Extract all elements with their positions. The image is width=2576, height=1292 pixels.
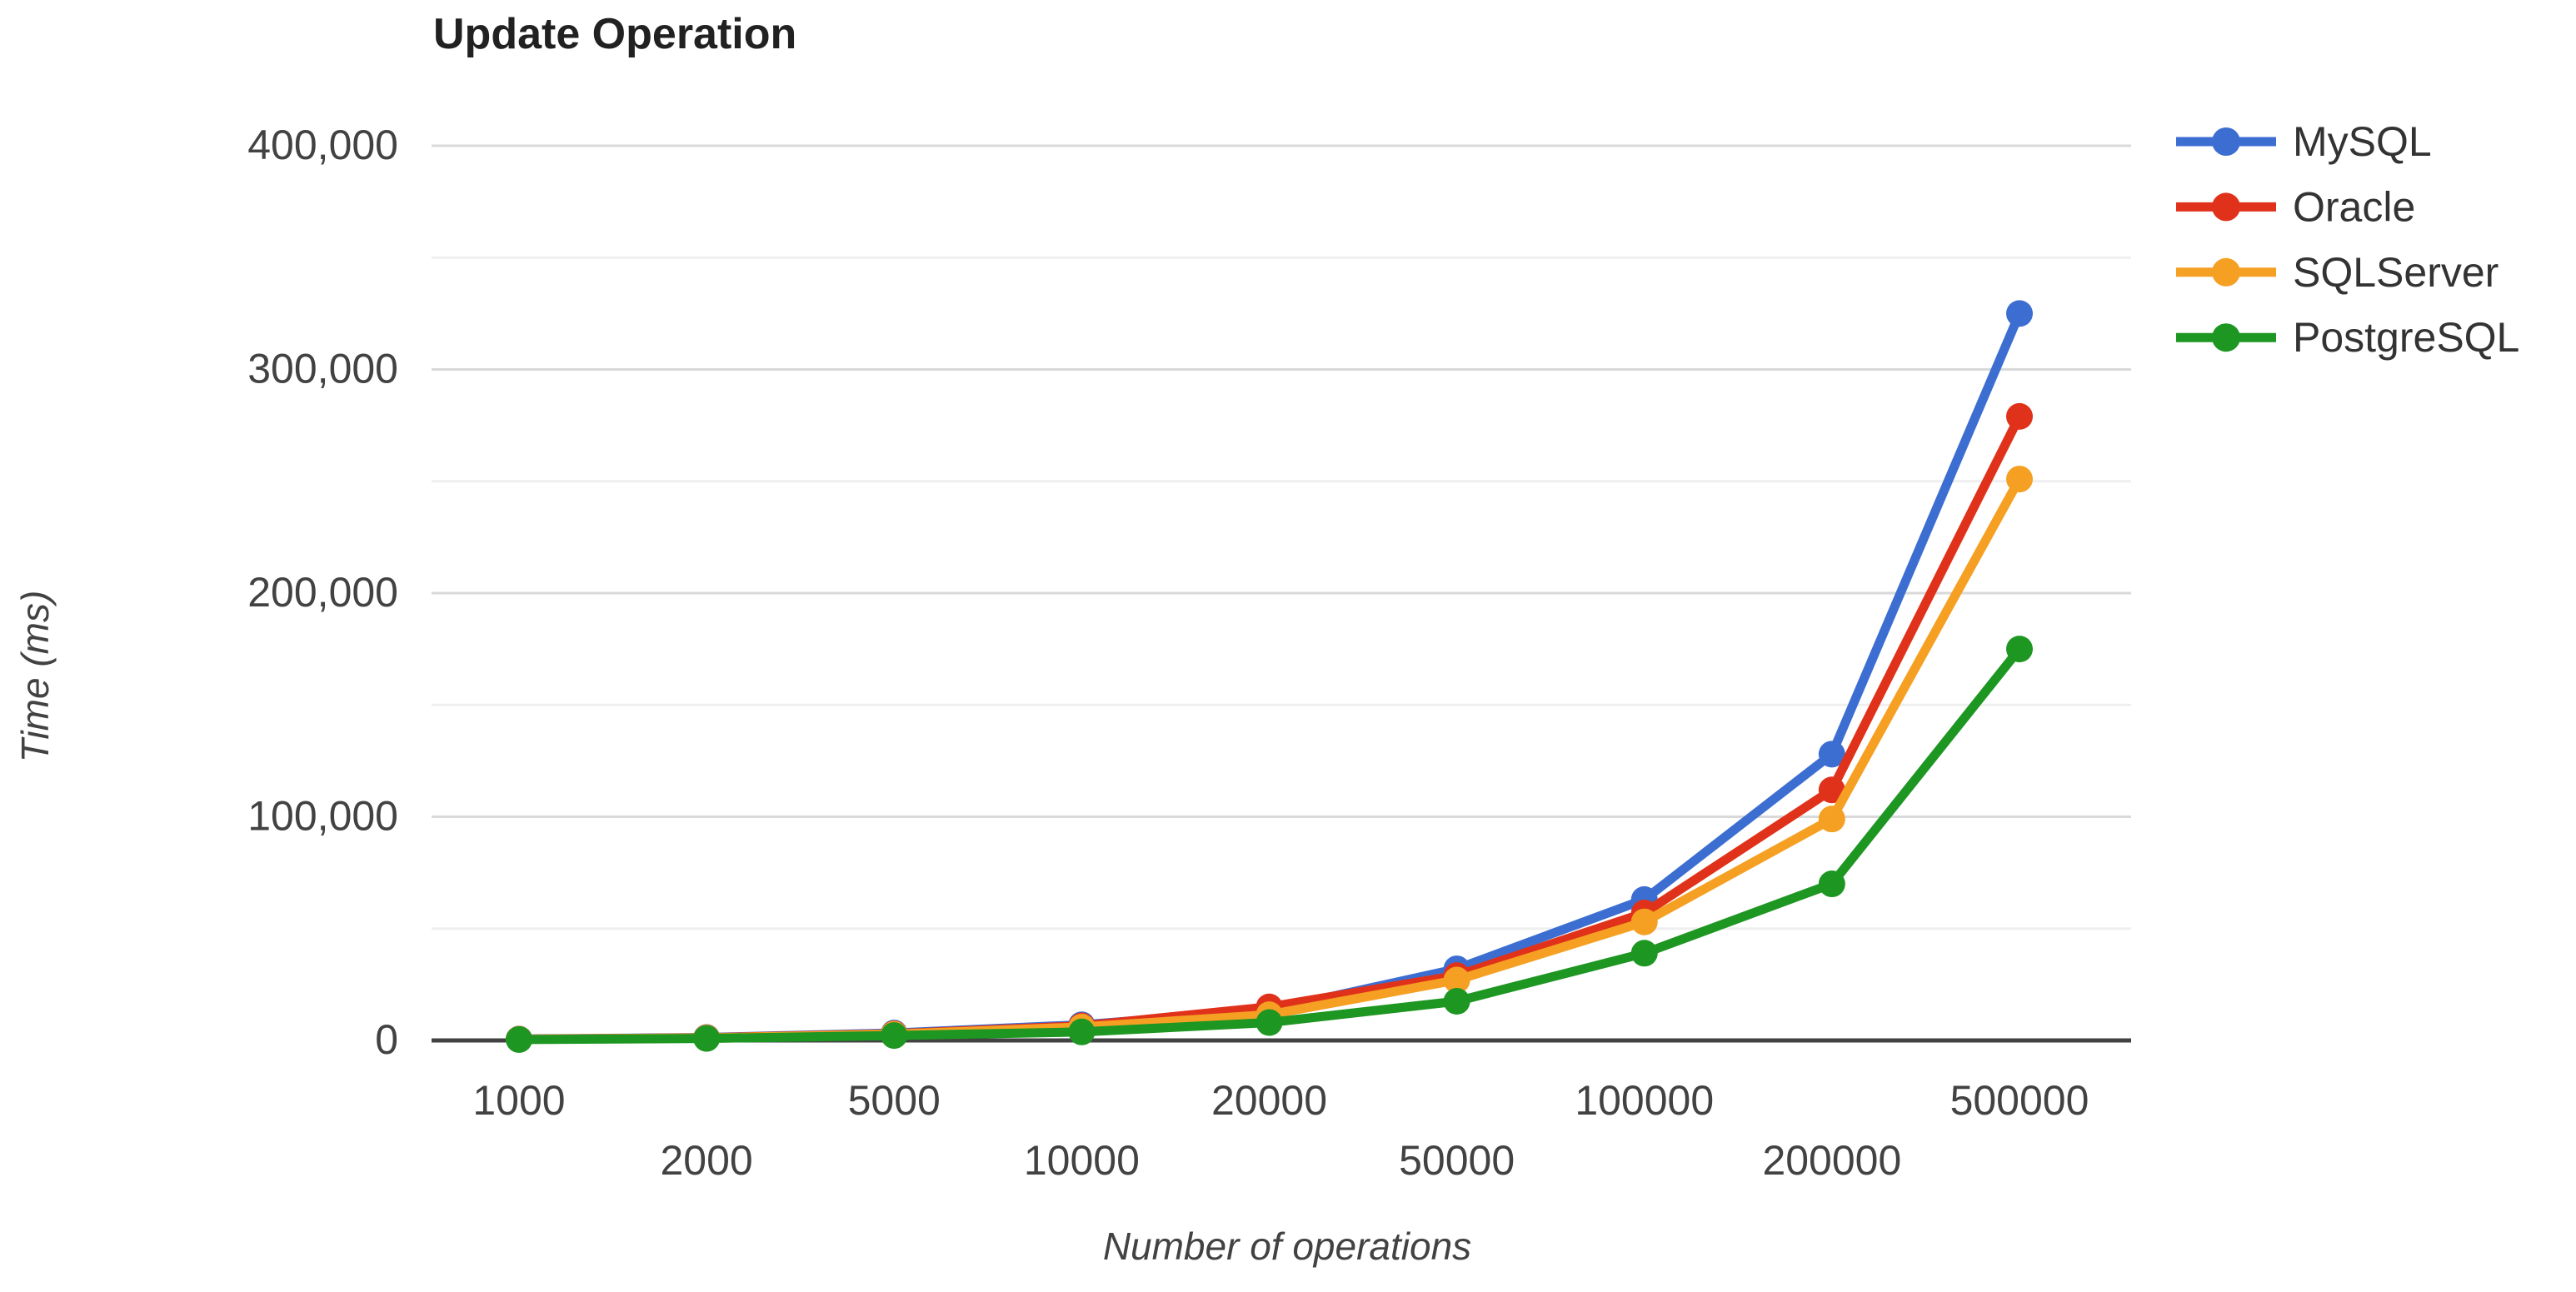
x-tick-label: 10000 [1024, 1137, 1140, 1184]
y-tick-label: 200,000 [247, 569, 398, 616]
x-tick-label: 100000 [1575, 1077, 1714, 1124]
data-point-oracle [1818, 776, 1845, 804]
legend-dot [2212, 192, 2240, 222]
x-tick-label: 200000 [1762, 1137, 1901, 1184]
series-line-oracle [514, 412, 2024, 1045]
legend-label: MySQL [2293, 118, 2432, 165]
data-point-postgresql [506, 1025, 532, 1053]
legend-dot [2212, 127, 2240, 156]
data-point-mysql [2006, 300, 2033, 327]
data-point-sqlserver [1443, 966, 1470, 994]
x-tick-label: 5000 [848, 1077, 941, 1124]
data-point-mysql [1818, 741, 1845, 768]
data-point-postgresql [1818, 870, 1845, 898]
x-tick-label: 500000 [1950, 1077, 2089, 1124]
y-axis-title: Time (ms) [13, 591, 57, 763]
legend-item-mysql: MySQL [2176, 118, 2432, 165]
data-point-postgresql [2006, 636, 2033, 663]
data-point-postgresql [1256, 1009, 1283, 1036]
series-lines [506, 300, 2033, 1053]
y-tick-label: 300,000 [247, 346, 398, 392]
legend-label: Oracle [2293, 183, 2415, 230]
x-tick-label: 20000 [1211, 1077, 1327, 1124]
data-point-postgresql [1068, 1018, 1096, 1045]
series-line-mysql [514, 308, 2024, 1044]
legend-dot [2212, 257, 2240, 287]
data-point-postgresql [693, 1025, 721, 1052]
data-point-sqlserver [1818, 806, 1845, 833]
x-tick-labels: 1000 2000 5000 10000 20000 50000 100000 200000 5… [472, 1077, 2089, 1184]
legend-dot [2212, 323, 2240, 352]
legend-item-oracle: Oracle [2176, 183, 2415, 230]
y-tick-labels: 0 100,000 200,000 300,000 400,000 [247, 122, 398, 1063]
y-tick-label: 0 [375, 1016, 398, 1063]
data-point-postgresql [1443, 988, 1470, 1015]
x-axis-title: Number of operations [1103, 1225, 1471, 1268]
series-line-sqlserver [514, 474, 2024, 1045]
chart-title: Update Operation [433, 10, 796, 58]
x-tick-label: 50000 [1399, 1137, 1515, 1184]
y-tick-label: 100,000 [247, 793, 398, 840]
data-point-postgresql [1630, 940, 1658, 967]
legend-label: PostgreSQL [2293, 314, 2519, 361]
legend-item-sqlserver: SQLServer [2176, 249, 2499, 296]
x-tick-label: 2000 [661, 1137, 753, 1184]
data-point-postgresql [881, 1022, 908, 1050]
data-point-oracle [2006, 402, 2033, 430]
gridlines [432, 144, 2131, 1043]
data-point-sqlserver [1630, 908, 1658, 935]
data-point-sqlserver [2006, 466, 2033, 493]
legend-item-postgresql: PostgreSQL [2176, 314, 2519, 361]
legend: MySQL Oracle SQLServer PostgreSQL [2176, 118, 2519, 361]
y-tick-label: 400,000 [247, 122, 398, 168]
x-tick-label: 1000 [472, 1077, 565, 1124]
legend-label: SQLServer [2293, 249, 2499, 296]
